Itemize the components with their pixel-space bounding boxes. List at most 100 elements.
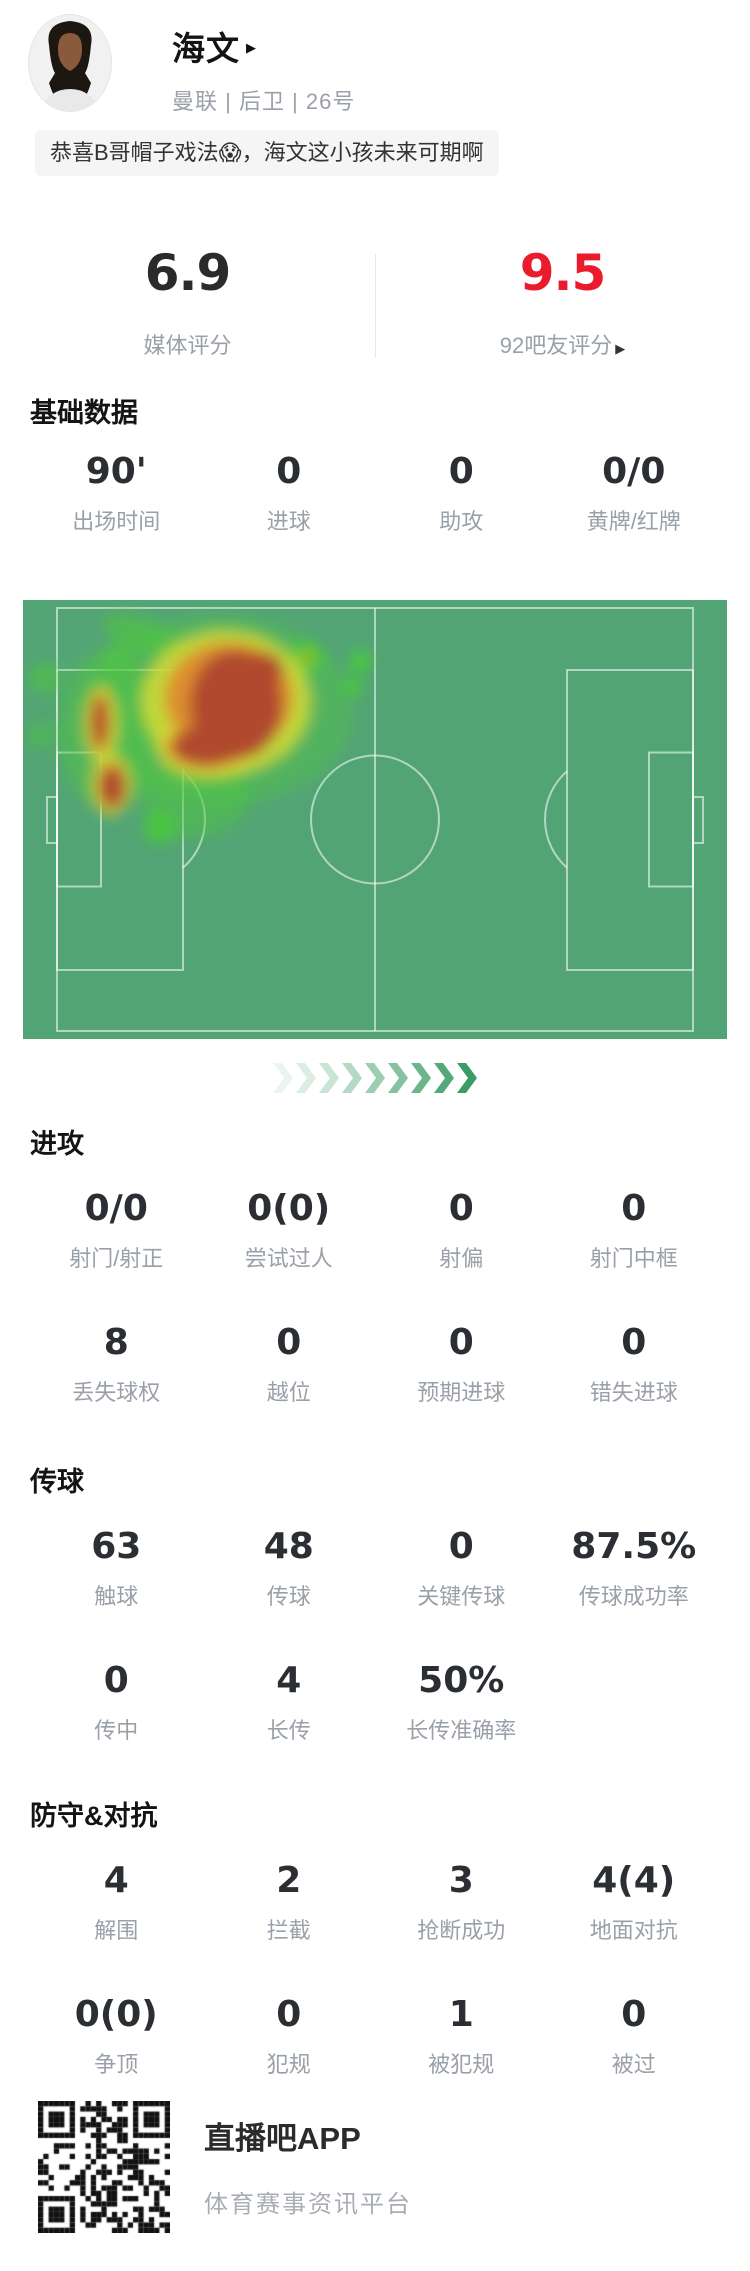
stat-黄牌/红牌: 0/0 黄牌/红牌 bbox=[548, 452, 721, 536]
stat-射门/射正: 0/0 射门/射正 bbox=[30, 1189, 203, 1273]
fans-rating-label[interactable]: 92吧友评分 ▶ bbox=[499, 333, 626, 358]
stat-value: 0 bbox=[621, 1188, 647, 1229]
chevron-icon bbox=[457, 1063, 477, 1093]
stat-争顶: 0(0) 争顶 bbox=[30, 1995, 203, 2079]
stat-错失进球: 0 错失进球 bbox=[548, 1323, 721, 1407]
stat-label: 争顶 bbox=[94, 2052, 139, 2077]
stat-label: 射门/射正 bbox=[69, 1246, 164, 1271]
stat-label: 长传准确率 bbox=[406, 1718, 517, 1743]
stat-row: 90' 出场时间 0 进球 0 助攻 0/0 黄牌/红牌 bbox=[30, 452, 720, 536]
editor-comment: 恭喜B哥帽子戏法😱，海文这小孩未来可期啊 bbox=[35, 130, 499, 176]
chevron-icon bbox=[296, 1063, 316, 1093]
stat-value: 0 bbox=[448, 1526, 474, 1567]
player-avatar[interactable] bbox=[28, 14, 112, 112]
chevron-icon bbox=[388, 1063, 408, 1093]
stat-被犯规: 1 被犯规 bbox=[375, 1995, 548, 2079]
stat-label: 进球 bbox=[266, 509, 311, 534]
stat-长传: 4 长传 bbox=[203, 1661, 376, 1745]
stat-label: 被犯规 bbox=[428, 2052, 495, 2077]
stat-value: 0(0) bbox=[247, 1188, 331, 1229]
stat-丢失球权: 8 丢失球权 bbox=[30, 1323, 203, 1407]
stat-label: 犯规 bbox=[266, 2052, 311, 2077]
stat-射门中框: 0 射门中框 bbox=[548, 1189, 721, 1273]
stat-value: 87.5% bbox=[571, 1526, 697, 1567]
player-name: 海文 bbox=[172, 30, 240, 67]
stat-尝试过人: 0(0) 尝试过人 bbox=[203, 1189, 376, 1273]
stat-value: 0 bbox=[621, 1322, 647, 1363]
app-name: 直播吧APP bbox=[204, 2121, 361, 2156]
stat-value: 0 bbox=[276, 1322, 302, 1363]
stat-row: 0 传中 4 长传 50% 长传准确率 bbox=[30, 1661, 720, 1745]
chevron-icon bbox=[319, 1063, 339, 1093]
stat-解围: 4 解围 bbox=[30, 1861, 203, 1945]
stat-value: 3 bbox=[448, 1860, 474, 1901]
stat-label: 射偏 bbox=[439, 1246, 484, 1271]
player-header: 海文 ▶ 曼联 | 后卫 | 26号 bbox=[28, 14, 750, 114]
media-rating-value: 6.9 bbox=[144, 244, 232, 302]
stat-row: 8 丢失球权 0 越位 0 预期进球 0 错失进球 bbox=[30, 1323, 720, 1407]
stat-label: 黄牌/红牌 bbox=[586, 509, 681, 534]
stat-助攻: 0 助攻 bbox=[375, 452, 548, 536]
chevron-icon bbox=[342, 1063, 362, 1093]
stat-label: 长传 bbox=[266, 1718, 311, 1743]
section-title-passing: 传球 bbox=[30, 1467, 84, 1497]
stat-label: 解围 bbox=[94, 1918, 139, 1943]
player-name-arrow-icon[interactable]: ▶ bbox=[246, 40, 256, 55]
heatmap-pitch bbox=[23, 600, 727, 1039]
app-footer: 直播吧APP 体育赛事资讯平台 bbox=[38, 2101, 750, 2233]
stat-label: 抢断成功 bbox=[417, 1918, 506, 1943]
stat-value: 0 bbox=[276, 451, 302, 492]
stat-value: 0 bbox=[448, 451, 474, 492]
stat-长传准确率: 50% 长传准确率 bbox=[375, 1661, 548, 1745]
stat-地面对抗: 4(4) 地面对抗 bbox=[548, 1861, 721, 1945]
stat-关键传球: 0 关键传球 bbox=[375, 1527, 548, 1611]
stat-label: 地面对抗 bbox=[589, 1918, 678, 1943]
stat-value: 4 bbox=[276, 1660, 302, 1701]
ratings-divider bbox=[375, 254, 376, 358]
ratings-row: 6.9 媒体评分 9.5 92吧友评分 ▶ bbox=[0, 246, 750, 360]
stat-射偏: 0 射偏 bbox=[375, 1189, 548, 1273]
stat-传中: 0 传中 bbox=[30, 1661, 203, 1745]
stat-传球: 48 传球 bbox=[203, 1527, 376, 1611]
player-meta: 曼联 | 后卫 | 26号 bbox=[172, 89, 356, 114]
stat-犯规: 0 犯规 bbox=[203, 1995, 376, 2079]
chevron-icon bbox=[434, 1063, 454, 1093]
stat-label: 拦截 bbox=[266, 1918, 311, 1943]
stat-row: 63 触球 48 传球 0 关键传球 87.5% 传球成功率 bbox=[30, 1527, 720, 1611]
stat-label: 关键传球 bbox=[417, 1584, 506, 1609]
stat-row: 0(0) 争顶 0 犯规 1 被犯规 0 被过 bbox=[30, 1995, 720, 2079]
section-title-defense: 防守&对抗 bbox=[30, 1801, 158, 1831]
stat-value: 1 bbox=[448, 1994, 474, 2035]
chevron-icon bbox=[411, 1063, 431, 1093]
stat-label: 传球成功率 bbox=[578, 1584, 689, 1609]
qr-code bbox=[38, 2101, 170, 2233]
stat-label: 传球 bbox=[266, 1584, 311, 1609]
stat-value: 50% bbox=[418, 1660, 505, 1701]
stat-value: 0 bbox=[448, 1322, 474, 1363]
stat-value: 0 bbox=[103, 1660, 129, 1701]
stat-value: 4 bbox=[103, 1860, 129, 1901]
stat-预期进球: 0 预期进球 bbox=[375, 1323, 548, 1407]
stat-row: 4 解围 2 拦截 3 抢断成功 4(4) 地面对抗 bbox=[30, 1861, 720, 1945]
stat-value: 0/0 bbox=[602, 451, 666, 492]
player-photo bbox=[29, 15, 111, 111]
stat-label: 传中 bbox=[94, 1718, 139, 1743]
stat-触球: 63 触球 bbox=[30, 1527, 203, 1611]
fans-rating-value: 9.5 bbox=[519, 244, 607, 302]
media-rating: 6.9 媒体评分 bbox=[0, 246, 375, 360]
stat-value: 0/0 bbox=[84, 1188, 148, 1229]
stat-label: 触球 bbox=[94, 1584, 139, 1609]
stat-value: 90' bbox=[85, 451, 147, 492]
stat-value: 63 bbox=[91, 1526, 142, 1567]
basic-stats: 90' 出场时间 0 进球 0 助攻 0/0 黄牌/红牌 bbox=[0, 452, 750, 536]
stat-label: 越位 bbox=[266, 1380, 311, 1405]
chevron-icon bbox=[365, 1063, 385, 1093]
stat-进球: 0 进球 bbox=[203, 452, 376, 536]
stat-label: 出场时间 bbox=[72, 509, 161, 534]
defense-stats: 4 解围 2 拦截 3 抢断成功 4(4) 地面对抗 0(0) 争顶 0 犯规 1 被犯规 0 被过 bbox=[0, 1861, 750, 2079]
fans-rating-arrow-icon: ▶ bbox=[615, 341, 626, 356]
stat-label: 错失进球 bbox=[589, 1380, 678, 1405]
stat-越位: 0 越位 bbox=[203, 1323, 376, 1407]
media-rating-label: 媒体评分 bbox=[143, 333, 232, 358]
fans-rating[interactable]: 9.5 92吧友评分 ▶ bbox=[375, 246, 750, 360]
